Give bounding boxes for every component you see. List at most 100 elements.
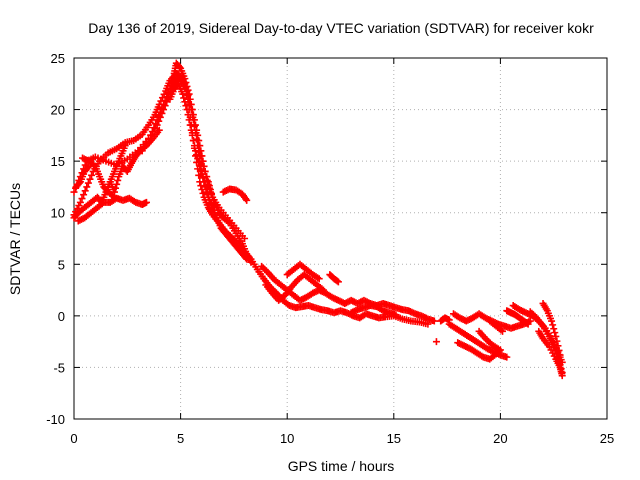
data-point <box>181 75 189 83</box>
data-point <box>202 173 210 181</box>
data-point <box>156 108 164 116</box>
data-point <box>138 147 146 155</box>
x-tick-label: 20 <box>493 431 507 446</box>
data-point <box>198 170 206 178</box>
data-point <box>189 137 197 145</box>
data-point <box>193 151 201 159</box>
data-point <box>142 198 150 206</box>
data-point <box>169 73 177 81</box>
data-point <box>197 182 205 190</box>
data-point <box>551 329 559 337</box>
x-tick-labels: 0 5 10 15 20 25 <box>70 431 614 446</box>
data-point <box>334 278 342 286</box>
data-point <box>148 127 156 135</box>
y-tick-label: -5 <box>53 360 65 375</box>
data-point <box>550 325 558 333</box>
data-point <box>549 321 557 329</box>
data-point <box>78 195 86 203</box>
data-point <box>199 157 207 165</box>
data-point <box>199 189 207 197</box>
data-point <box>556 351 564 359</box>
plot-frame <box>73 57 608 420</box>
data-point <box>503 353 511 361</box>
data-point <box>204 180 212 188</box>
data-point <box>152 120 160 128</box>
data-point <box>315 275 323 283</box>
data-point <box>70 188 78 196</box>
data-point <box>553 337 561 345</box>
y-tick-label: 15 <box>51 154 65 169</box>
data-point <box>188 129 196 137</box>
data-point <box>196 178 204 186</box>
data-point <box>197 166 205 174</box>
data-point <box>145 135 153 143</box>
axis-ticks <box>73 57 608 420</box>
data-point <box>111 193 119 201</box>
y-tick-label: 5 <box>58 257 65 272</box>
data-point <box>112 184 120 192</box>
data-point <box>150 124 158 132</box>
data-point <box>524 320 532 328</box>
data-point <box>86 175 94 183</box>
y-tick-label: 20 <box>51 103 65 118</box>
data-point <box>319 286 327 294</box>
data-point <box>184 98 192 106</box>
data-point <box>183 82 191 90</box>
data-point <box>203 176 211 184</box>
data-point <box>194 165 202 173</box>
data-point <box>552 332 560 340</box>
data-point <box>392 311 400 319</box>
x-tick-label: 5 <box>177 431 184 446</box>
data-point <box>243 196 251 204</box>
data-point <box>85 162 93 170</box>
data-point <box>140 143 148 151</box>
data-point <box>183 90 191 98</box>
data-point <box>494 345 502 353</box>
data-point <box>81 187 89 195</box>
chart-title: Day 136 of 2019, Sidereal Day-to-day VTE… <box>88 20 594 36</box>
x-tick-label: 0 <box>70 431 77 446</box>
data-point <box>548 317 556 325</box>
data-point <box>184 86 192 94</box>
data-point <box>186 113 194 121</box>
data-point <box>193 158 201 166</box>
data-point <box>430 317 438 325</box>
data-point <box>499 327 507 335</box>
data-point <box>182 102 190 110</box>
data-point <box>80 191 88 199</box>
data-point <box>168 77 176 85</box>
data-point <box>432 338 440 346</box>
data-point <box>147 131 155 139</box>
data-point <box>182 78 190 86</box>
series-sdtvar <box>70 59 566 380</box>
data-point <box>160 100 168 108</box>
data-point <box>555 346 563 354</box>
data-point <box>84 164 92 172</box>
data-point <box>190 144 198 152</box>
data-point <box>153 116 161 124</box>
data-point <box>554 342 562 350</box>
data-point <box>185 106 193 114</box>
data-point <box>176 63 184 71</box>
data-point <box>190 122 198 130</box>
data-point <box>198 152 206 160</box>
data-point <box>158 104 166 112</box>
data-point <box>205 184 213 192</box>
y-tick-label: 0 <box>58 309 65 324</box>
data-point <box>187 121 195 129</box>
data-point <box>75 179 83 187</box>
data-point <box>558 372 566 380</box>
data-point <box>121 142 129 150</box>
data-point <box>155 112 163 120</box>
data-point <box>192 152 200 160</box>
x-axis-label: GPS time / hours <box>288 458 395 474</box>
data-point <box>164 89 172 97</box>
data-point <box>180 94 188 102</box>
data-point <box>76 198 84 206</box>
y-tick-label: -10 <box>46 412 65 427</box>
data-point <box>199 174 207 182</box>
data-point <box>113 180 121 188</box>
x-tick-label: 25 <box>600 431 614 446</box>
data-point <box>88 171 96 179</box>
